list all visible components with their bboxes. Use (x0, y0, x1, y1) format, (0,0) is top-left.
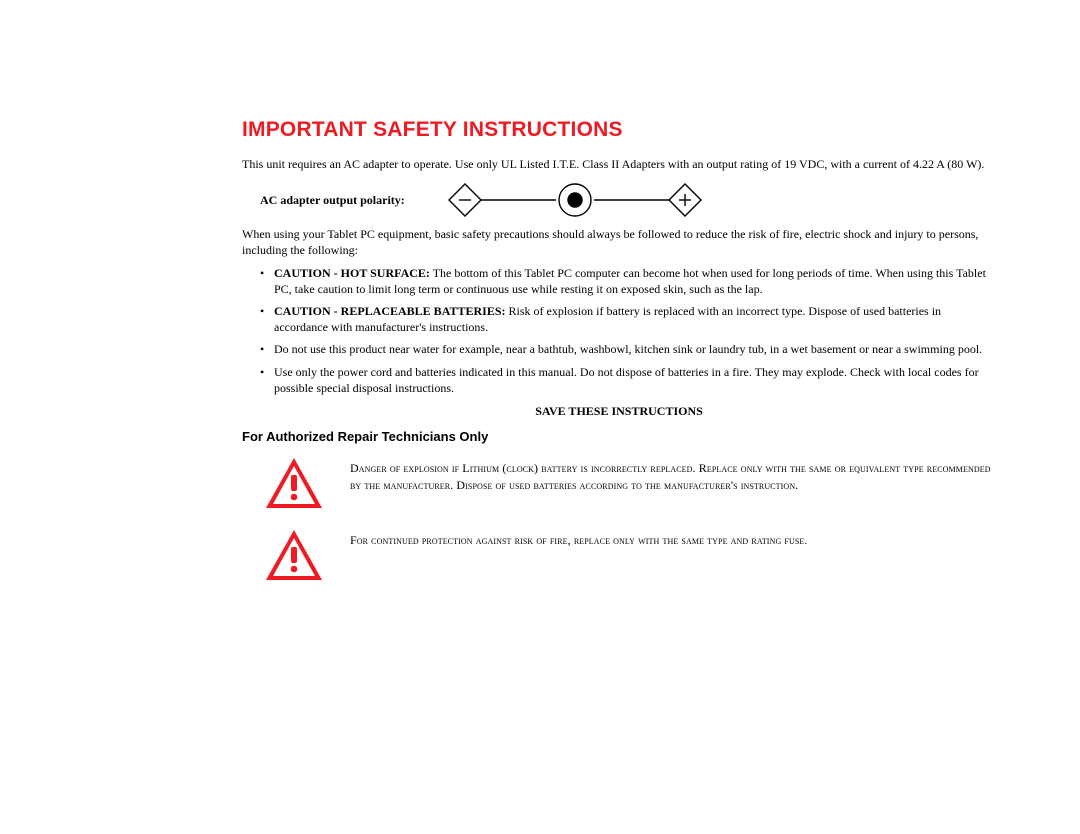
warning-block: Danger of explosion if Lithium (clock) b… (264, 458, 996, 510)
warning-text: For continued protection against risk of… (350, 530, 807, 549)
bullet-text: Use only the power cord and batteries in… (274, 365, 979, 395)
warning-block: For continued protection against risk of… (264, 530, 996, 582)
list-item: CAUTION - HOT SURFACE: The bottom of thi… (260, 265, 996, 297)
bullet-text: Do not use this product near water for e… (274, 342, 982, 356)
save-instructions: SAVE THESE INSTRUCTIONS (242, 404, 996, 419)
intro-paragraph: This unit requires an AC adapter to oper… (242, 156, 996, 172)
warning-triangle-icon (264, 528, 324, 582)
subheading-technicians: For Authorized Repair Technicians Only (242, 429, 996, 444)
polarity-row: AC adapter output polarity: (242, 180, 996, 220)
polarity-diagram-icon (445, 180, 705, 220)
warning-text: Danger of explosion if Lithium (clock) b… (350, 458, 996, 495)
bullet-lead: CAUTION - HOT SURFACE: (274, 266, 430, 280)
list-item: Do not use this product near water for e… (260, 341, 996, 357)
bullet-list: CAUTION - HOT SURFACE: The bottom of thi… (260, 265, 996, 396)
precaution-paragraph: When using your Tablet PC equipment, bas… (242, 226, 996, 258)
list-item: Use only the power cord and batteries in… (260, 364, 996, 396)
polarity-label: AC adapter output polarity: (260, 193, 405, 208)
list-item: CAUTION - REPLACEABLE BATTERIES: Risk of… (260, 303, 996, 335)
bullet-lead: CAUTION - REPLACEABLE BATTERIES: (274, 304, 506, 318)
page-title: IMPORTANT SAFETY INSTRUCTIONS (242, 118, 996, 142)
warning-triangle-icon (264, 456, 324, 510)
